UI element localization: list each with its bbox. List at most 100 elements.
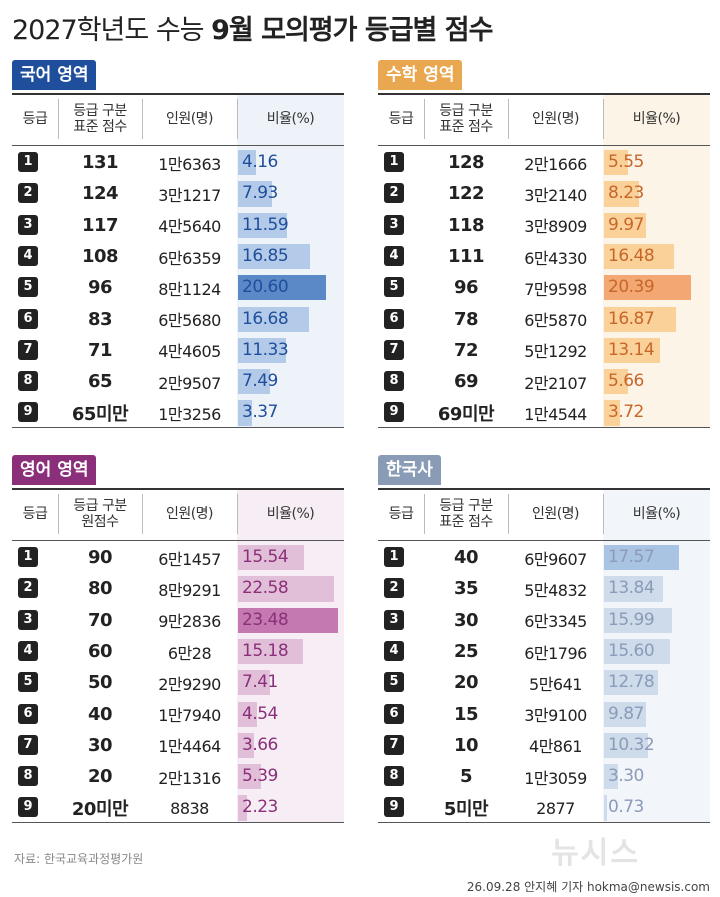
header-cell: 인원(명): [165, 506, 214, 522]
ratio-text: 12.78: [608, 672, 655, 693]
ratio-text: 23.48: [242, 609, 289, 630]
column-divider: [424, 99, 425, 139]
count: 5만1292: [524, 342, 587, 362]
grade-badge: 1: [18, 152, 38, 172]
ratio-text: 8.23: [608, 183, 644, 204]
column-divider: [603, 99, 604, 139]
ratio-text: 17.57: [608, 547, 655, 567]
ratio-text: 15.54: [242, 547, 289, 567]
panel-tab: 영어 영역: [12, 455, 97, 485]
ratio-text: 15.18: [242, 640, 289, 661]
grade-badge: 5: [18, 672, 38, 693]
score: 71: [87, 339, 113, 361]
header-cell: 인원(명): [531, 111, 580, 127]
header-cell: 등급: [388, 506, 414, 522]
ratio-bar: [604, 212, 647, 238]
ratio-bar: [604, 545, 679, 571]
ratio-bar: [604, 607, 673, 633]
ratio-bar: [238, 545, 305, 571]
score: 35: [453, 578, 479, 600]
header-cell: 인원(명): [165, 111, 214, 127]
ratio-bar: [238, 400, 253, 426]
count: 3만8909: [524, 217, 587, 237]
ratio-text: 20.39: [608, 277, 655, 298]
score: 90: [87, 547, 113, 569]
score: 40: [87, 703, 113, 725]
ratio-text: 7.41: [242, 672, 278, 693]
header-line: [378, 540, 710, 541]
ratio-text: 3.30: [608, 766, 644, 787]
ratio-text: 20.60: [242, 277, 289, 298]
header-cell: 인원(명): [531, 506, 580, 522]
source: 자료: 한국교육과정평가원: [14, 852, 144, 866]
grade-badge: 6: [18, 703, 38, 724]
grade-badge: 9: [384, 402, 404, 423]
header-cell: 등급 구분 표준 점수: [73, 103, 127, 135]
table-bottom-line: [12, 821, 344, 823]
grade-badge: 1: [18, 547, 38, 567]
grade-badge: 4: [18, 640, 38, 661]
score: 30: [87, 734, 113, 756]
count: 3만2140: [524, 185, 587, 205]
grade-badge: 6: [384, 308, 404, 329]
header-cell: 비율(%): [266, 111, 315, 127]
count: 6만4330: [524, 248, 587, 268]
count: 1만3256: [158, 405, 221, 425]
grade-badge: 7: [384, 339, 404, 360]
ratio-bar: [238, 181, 272, 207]
ratio-text: 16.85: [242, 245, 289, 266]
ratio-text: 15.99: [608, 609, 655, 630]
ratio-text: 3.66: [242, 734, 278, 755]
header-cell: 등급: [388, 111, 414, 127]
score: 78: [453, 308, 479, 330]
grade-badge: 3: [18, 214, 38, 235]
ratio-bar: [604, 701, 647, 727]
table-top-line: [378, 488, 710, 490]
title-light: 2027학년도 수능: [12, 15, 204, 46]
ratio-text: 15.60: [608, 640, 655, 661]
grade-badge: 5: [18, 277, 38, 298]
score: 80: [87, 578, 113, 600]
header-cell: 등급 구분 표준 점수: [439, 103, 493, 135]
count: 3만1217: [158, 185, 221, 205]
score: 30: [453, 609, 479, 631]
header-cell: 비율(%): [632, 506, 681, 522]
ratio-text: 9.97: [608, 214, 644, 235]
ratio-text: 7.93: [242, 183, 278, 204]
score: 20: [453, 672, 479, 694]
ratio-text: 5.55: [608, 152, 644, 172]
column-divider: [142, 99, 143, 139]
header-line: [12, 540, 344, 541]
ratio-bar: [604, 670, 659, 696]
score: 15: [453, 703, 479, 725]
grade-badge: 1: [384, 547, 404, 567]
table-bottom-line: [378, 821, 710, 823]
ratio-text: 16.68: [242, 308, 289, 329]
grade-badge: 8: [384, 371, 404, 392]
score: 65미만: [71, 404, 129, 426]
column-divider: [603, 494, 604, 534]
ratio-bar: [604, 369, 629, 395]
header-line: [12, 145, 344, 146]
score: 122: [447, 183, 485, 205]
ratio-text: 4.54: [242, 703, 278, 724]
ratio-text: 11.59: [242, 214, 289, 235]
grade-badge: 2: [384, 578, 404, 599]
score: 117: [81, 214, 119, 236]
grade-badge: 7: [18, 734, 38, 755]
count: 9만2836: [158, 612, 221, 632]
column-divider: [58, 99, 59, 139]
ratio-text: 10.32: [608, 734, 655, 755]
score: 128: [447, 152, 485, 174]
grade-badge: 6: [384, 703, 404, 724]
grade-badge: 8: [18, 371, 38, 392]
score: 111: [447, 246, 485, 268]
ratio-bar: [604, 181, 640, 207]
grade-badge: 3: [384, 214, 404, 235]
ratio-bar: [238, 795, 248, 821]
ratio-bar: [604, 795, 608, 821]
column-divider: [58, 494, 59, 534]
header-cell: 등급 구분 원점수: [73, 498, 127, 530]
ratio-bar: [238, 275, 326, 301]
